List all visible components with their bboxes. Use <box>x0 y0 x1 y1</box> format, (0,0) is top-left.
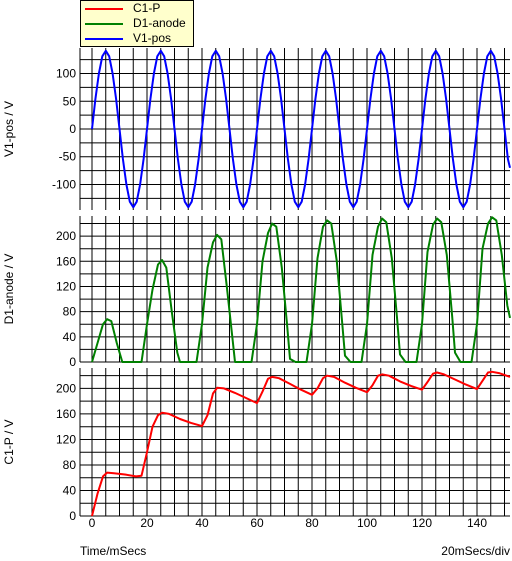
y-tick-label: 160 <box>56 254 76 268</box>
y-tick-label: 0 <box>69 355 76 369</box>
y-tick-label: 120 <box>56 432 76 446</box>
panel-d1-anode: 0 40 80 120 160 200 D1-anode / V <box>2 216 511 369</box>
y-tick-label: 200 <box>56 381 76 395</box>
series-line-d1-anode <box>91 216 511 363</box>
legend-swatch-d1-anode <box>85 23 123 25</box>
y-axis-label: D1-anode / V <box>2 254 16 325</box>
y-axis-label: V1-pos / V <box>2 101 16 157</box>
time-scale-label: 20mSecs/div <box>441 544 510 558</box>
series-line-c1-p <box>91 370 511 517</box>
x-tick-label: 80 <box>305 516 319 530</box>
y-tick-label: 80 <box>63 305 77 319</box>
panel-c1-p: 0 40 80 120 160 200 C1-P / V 0 20 40 60 80 100 120 140 <box>2 368 511 530</box>
y-tick-label: 120 <box>56 279 76 293</box>
x-tick-label: 140 <box>467 516 487 530</box>
legend-label-v1-pos: V1-pos <box>133 31 172 45</box>
y-tick-label: 200 <box>56 229 76 243</box>
x-tick-label: 20 <box>140 516 154 530</box>
x-tick-label: 0 <box>89 516 96 530</box>
y-tick-label: 50 <box>63 94 77 108</box>
y-tick-label: 80 <box>63 458 77 472</box>
x-tick-label: 120 <box>412 516 432 530</box>
series-line-v1-pos <box>91 49 511 209</box>
panel-v1-pos: -100 -50 0 50 100 V1-pos / V <box>2 48 511 210</box>
y-tick-label: 0 <box>69 122 76 136</box>
legend-label-c1-p: C1-P <box>133 1 161 15</box>
y-axis-label: C1-P / V <box>2 419 16 464</box>
legend-item-c1-p: C1-P <box>81 1 193 16</box>
y-tick-label: 100 <box>56 67 76 81</box>
legend-swatch-c1-p <box>85 8 123 10</box>
legend: C1-P D1-anode V1-pos <box>80 0 194 47</box>
legend-item-d1-anode: D1-anode <box>81 16 193 31</box>
x-tick-label: 100 <box>357 516 377 530</box>
legend-item-v1-pos: V1-pos <box>81 31 193 46</box>
legend-swatch-v1-pos <box>85 38 123 40</box>
y-tick-label: -50 <box>59 150 77 164</box>
y-tick-label: 40 <box>63 330 77 344</box>
legend-label-d1-anode: D1-anode <box>133 16 186 30</box>
x-tick-label: 40 <box>195 516 209 530</box>
y-tick-label: 40 <box>63 483 77 497</box>
y-tick-label: 0 <box>69 509 76 523</box>
x-tick-label: 60 <box>250 516 264 530</box>
x-axis-label: Time/mSecs <box>80 544 147 558</box>
y-tick-label: -100 <box>52 177 76 191</box>
y-tick-label: 160 <box>56 407 76 421</box>
